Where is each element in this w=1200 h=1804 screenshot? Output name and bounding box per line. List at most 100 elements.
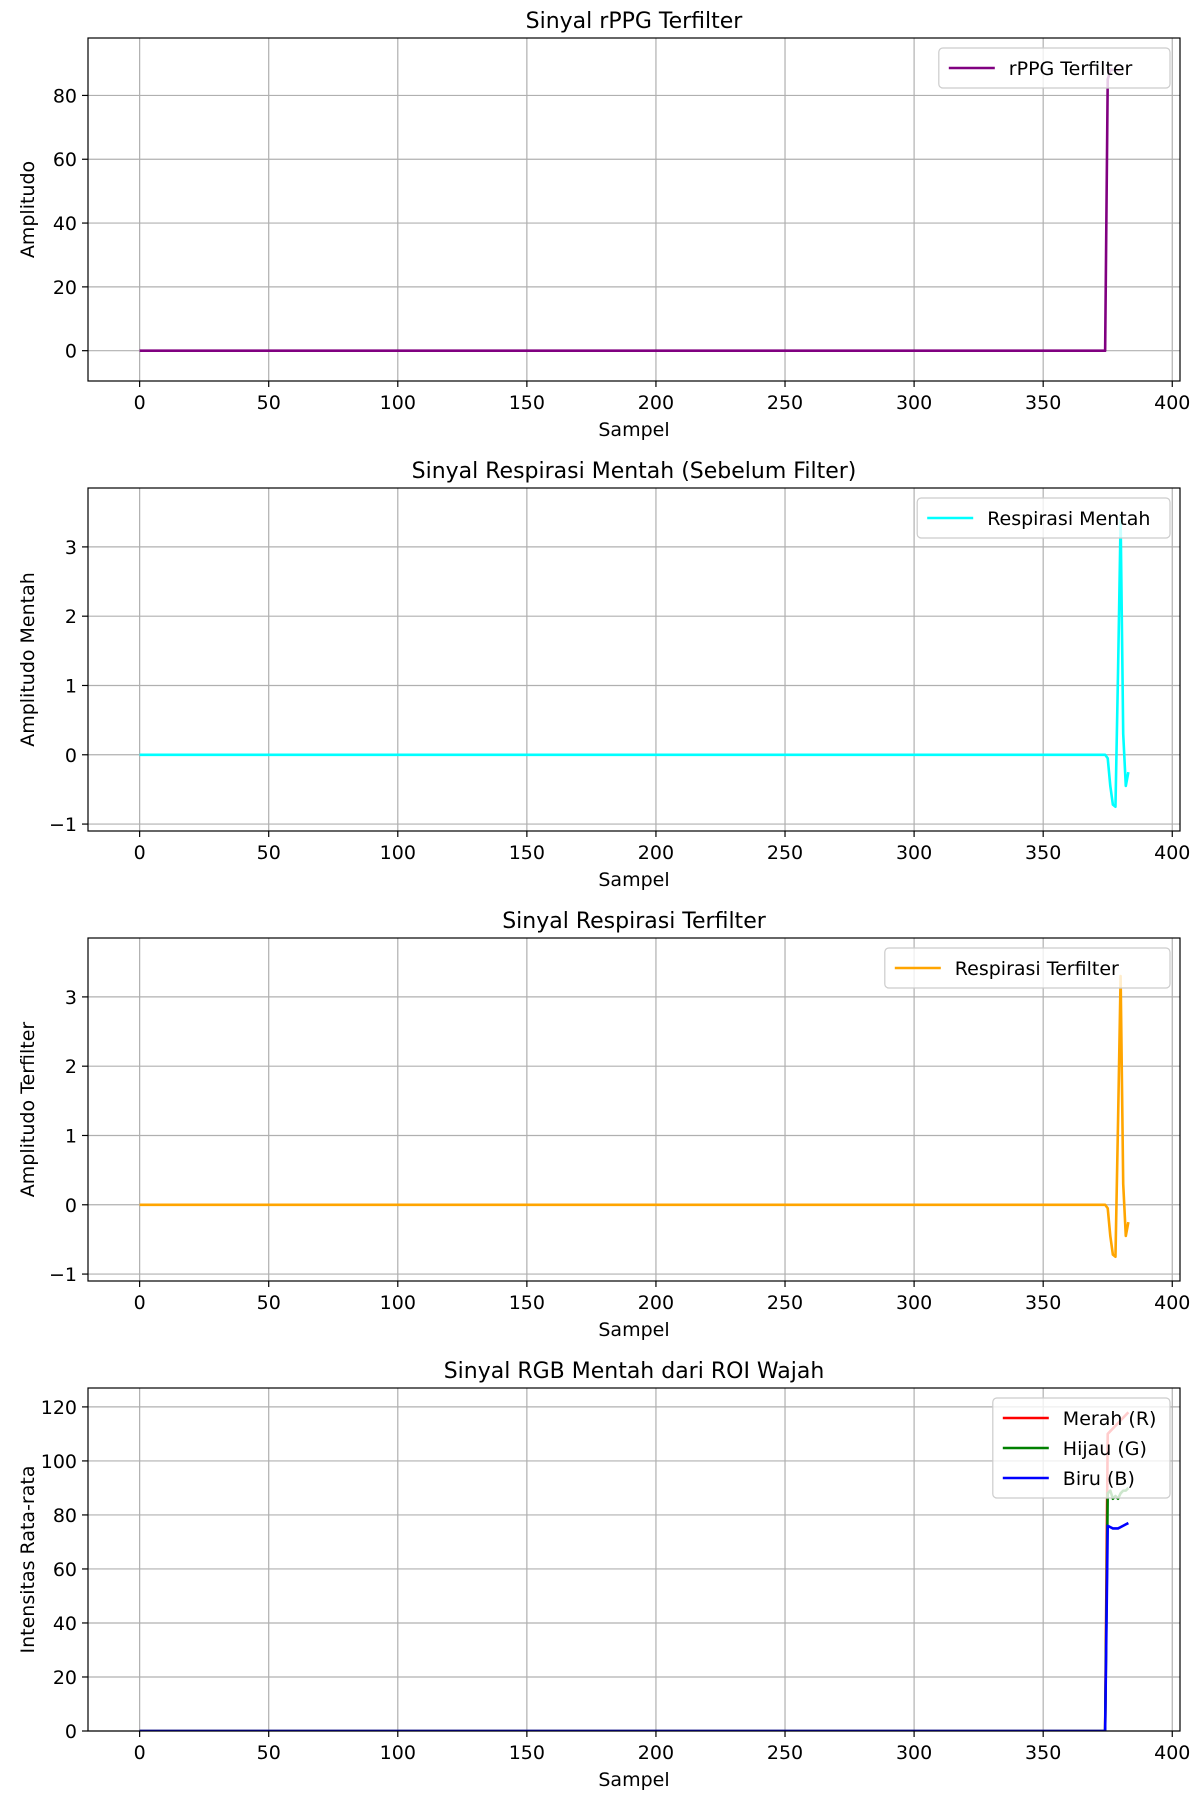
x-tick-label: 250 — [767, 1742, 803, 1764]
chart-title: Sinyal Respirasi Terfilter — [502, 909, 767, 934]
y-tick-label: 40 — [53, 1613, 77, 1635]
y-tick-label: 1 — [65, 675, 77, 697]
x-tick-label: 250 — [767, 392, 803, 414]
x-tick-label: 150 — [509, 1292, 545, 1314]
x-tick-label: 250 — [767, 1292, 803, 1314]
series-line-1 — [139, 517, 1130, 809]
y-tick-label: 80 — [53, 1505, 77, 1527]
series-line-1 — [139, 974, 1130, 1259]
x-tick-label: 300 — [896, 1292, 932, 1314]
plot-frame — [87, 37, 1181, 382]
legend-box — [992, 1397, 1171, 1499]
series-line-1 — [139, 1411, 1130, 1731]
x-tick-label: 100 — [380, 842, 416, 864]
legend-label-1: Respirasi Mentah — [987, 508, 1150, 530]
x-tick-label: 0 — [134, 1292, 146, 1314]
chart-title: Sinyal RGB Mentah dari ROI Wajah — [444, 1359, 825, 1384]
chart-panel-3: Sinyal Respirasi Terfilter 0 50 100 150 200 25… — [17, 909, 1190, 1341]
x-axis-label: Sampel — [598, 869, 669, 891]
y-tick-label: 20 — [53, 277, 77, 299]
y-tick-label: 100 — [41, 1451, 77, 1473]
chart-panel-4: Sinyal RGB Mentah dari ROI Wajah 0 50 100 15… — [17, 1359, 1190, 1791]
y-tick-label: 0 — [65, 341, 77, 363]
y-axis-label: Amplitudo — [17, 161, 39, 258]
x-tick-label: 300 — [896, 392, 932, 414]
legend-box — [884, 947, 1171, 989]
y-tick-label: 0 — [65, 1195, 77, 1217]
x-tick-label: 0 — [134, 1742, 146, 1764]
y-tick-label: −1 — [49, 1264, 77, 1286]
y-tick-label: 2 — [65, 1056, 77, 1078]
y-tick-label: 0 — [65, 1721, 77, 1743]
y-axis-label: Amplitudo Terfilter — [17, 1022, 39, 1198]
legend-label-3: Biru (B) — [1063, 1468, 1135, 1490]
series-line-1 — [139, 68, 1121, 352]
x-tick-label: 300 — [896, 1742, 932, 1764]
y-axis-label: Intensitas Rata-rata — [17, 1466, 39, 1654]
y-tick-label: 3 — [65, 987, 77, 1009]
x-tick-label: 200 — [638, 1292, 674, 1314]
plot-frame — [87, 487, 1181, 832]
x-tick-label: 150 — [509, 842, 545, 864]
y-tick-label: 60 — [53, 1559, 77, 1581]
x-tick-label: 350 — [1025, 1742, 1061, 1764]
x-tick-label: 50 — [257, 1292, 281, 1314]
x-tick-label: 50 — [257, 392, 281, 414]
x-axis-label: Sampel — [598, 1769, 669, 1791]
y-tick-label: 3 — [65, 537, 77, 559]
x-tick-label: 100 — [380, 1292, 416, 1314]
y-tick-label: 2 — [65, 606, 77, 628]
x-axis-label: Sampel — [598, 1319, 669, 1341]
chart-title: Sinyal rPPG Terfilter — [526, 9, 744, 34]
legend-label-1: Merah (R) — [1063, 1408, 1157, 1430]
x-tick-label: 350 — [1025, 842, 1061, 864]
x-tick-label: 300 — [896, 842, 932, 864]
x-tick-label: 400 — [1154, 1292, 1190, 1314]
x-tick-label: 400 — [1154, 1742, 1190, 1764]
y-tick-label: 1 — [65, 1125, 77, 1147]
x-tick-label: 200 — [638, 392, 674, 414]
y-tick-label: 120 — [41, 1397, 77, 1419]
y-tick-label: 0 — [65, 745, 77, 767]
x-tick-label: 100 — [380, 392, 416, 414]
series-line-2 — [139, 1487, 1130, 1731]
series-line-3 — [139, 1521, 1129, 1731]
chart-panel-2: Sinyal Respirasi Mentah (Sebelum Filter)… — [17, 459, 1190, 891]
x-tick-label: 150 — [509, 392, 545, 414]
y-axis-label: Amplitudo Mentah — [17, 572, 39, 747]
x-tick-label: 0 — [134, 392, 146, 414]
legend-box — [938, 47, 1171, 89]
x-tick-label: 400 — [1154, 392, 1190, 414]
legend-label-1: rPPG Terfilter — [1009, 58, 1133, 80]
y-tick-label: 80 — [53, 85, 77, 107]
x-tick-label: 350 — [1025, 392, 1061, 414]
x-tick-label: 150 — [509, 1742, 545, 1764]
x-tick-label: 50 — [257, 842, 281, 864]
x-tick-label: 400 — [1154, 842, 1190, 864]
x-tick-label: 200 — [638, 842, 674, 864]
x-tick-label: 0 — [134, 842, 146, 864]
x-tick-label: 200 — [638, 1742, 674, 1764]
chart-title: Sinyal Respirasi Mentah (Sebelum Filter) — [412, 459, 857, 484]
legend: Respirasi Mentah — [916, 497, 1171, 539]
legend-label-2: Hijau (G) — [1063, 1438, 1147, 1460]
y-tick-label: −1 — [49, 814, 77, 836]
x-tick-label: 350 — [1025, 1292, 1061, 1314]
y-tick-label: 20 — [53, 1667, 77, 1689]
legend: Merah (R) Hijau (G) Biru (B) — [992, 1397, 1171, 1499]
x-tick-label: 50 — [257, 1742, 281, 1764]
plot-frame — [87, 1387, 1181, 1732]
legend: Respirasi Terfilter — [884, 947, 1171, 989]
x-tick-label: 100 — [380, 1742, 416, 1764]
legend: rPPG Terfilter — [938, 47, 1171, 89]
y-tick-label: 60 — [53, 149, 77, 171]
legend-box — [916, 497, 1171, 539]
plot-frame — [87, 937, 1181, 1282]
x-axis-label: Sampel — [598, 419, 669, 441]
y-tick-label: 40 — [53, 213, 77, 235]
x-tick-label: 250 — [767, 842, 803, 864]
legend-label-1: Respirasi Terfilter — [955, 958, 1119, 980]
